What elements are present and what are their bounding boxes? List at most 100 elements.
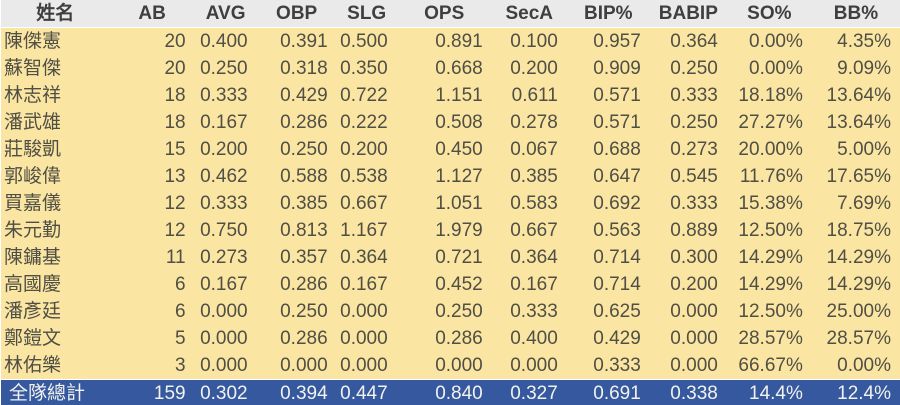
column-header-ab[interactable]: AB	[109, 0, 195, 28]
stat-cell-bip-pct[interactable]: 0.957	[566, 27, 650, 55]
stat-cell-ops[interactable]: 0.286	[396, 325, 492, 352]
stat-cell-so-pct[interactable]: 12.50%	[726, 217, 812, 244]
player-name-cell[interactable]: 陳鏞基	[0, 244, 110, 271]
stat-cell-seca[interactable]: 0.611	[491, 82, 567, 109]
stat-cell-so-pct[interactable]: 20.00%	[726, 136, 812, 163]
total-label-cell[interactable]: 全隊總計	[0, 379, 110, 405]
stat-cell-bb-pct[interactable]: 14.29%	[811, 271, 900, 298]
total-cell-babip[interactable]: 0.338	[649, 379, 727, 405]
stat-cell-ops[interactable]: 0.891	[396, 27, 492, 55]
stat-cell-ab[interactable]: 15	[109, 136, 195, 163]
stat-cell-avg[interactable]: 0.250	[194, 55, 257, 82]
player-name-cell[interactable]: 高國慶	[0, 271, 110, 298]
stat-cell-ops[interactable]: 1.051	[396, 190, 492, 217]
column-header-ops[interactable]: OPS	[396, 0, 492, 28]
stat-cell-ops[interactable]: 1.127	[396, 163, 492, 190]
stat-cell-so-pct[interactable]: 27.27%	[726, 109, 812, 136]
stat-cell-bb-pct[interactable]: 28.57%	[811, 325, 900, 352]
stat-cell-ab[interactable]: 12	[109, 217, 195, 244]
stat-cell-seca[interactable]: 0.067	[491, 136, 567, 163]
stat-cell-bb-pct[interactable]: 17.65%	[811, 163, 900, 190]
stat-cell-ops[interactable]: 1.151	[396, 82, 492, 109]
player-name-cell[interactable]: 林志祥	[0, 82, 110, 109]
stat-cell-ab[interactable]: 6	[109, 298, 195, 325]
stat-cell-ops[interactable]: 0.000	[396, 352, 492, 380]
stat-cell-so-pct[interactable]: 15.38%	[726, 190, 812, 217]
stat-cell-ops[interactable]: 0.250	[396, 298, 492, 325]
stat-cell-bip-pct[interactable]: 0.429	[566, 325, 650, 352]
stat-cell-obp[interactable]: 0.385	[256, 190, 337, 217]
stat-cell-avg[interactable]: 0.750	[194, 217, 257, 244]
stat-cell-obp[interactable]: 0.286	[256, 325, 337, 352]
stat-cell-seca[interactable]: 0.667	[491, 217, 567, 244]
stat-cell-obp[interactable]: 0.813	[256, 217, 337, 244]
stat-cell-ab[interactable]: 5	[109, 325, 195, 352]
stat-cell-babip[interactable]: 0.889	[649, 217, 727, 244]
stat-cell-obp[interactable]: 0.357	[256, 244, 337, 271]
stat-cell-obp[interactable]: 0.000	[256, 352, 337, 380]
player-name-cell[interactable]: 莊駿凱	[0, 136, 110, 163]
stat-cell-slg[interactable]: 0.200	[336, 136, 397, 163]
stat-cell-ops[interactable]: 0.508	[396, 109, 492, 136]
stat-cell-obp[interactable]: 0.588	[256, 163, 337, 190]
stat-cell-seca[interactable]: 0.583	[491, 190, 567, 217]
stat-cell-seca[interactable]: 0.100	[491, 27, 567, 55]
stat-cell-slg[interactable]: 0.000	[336, 352, 397, 380]
stat-cell-ab[interactable]: 13	[109, 163, 195, 190]
total-cell-ab[interactable]: 159	[109, 379, 195, 405]
stat-cell-so-pct[interactable]: 14.29%	[726, 271, 812, 298]
stat-cell-ops[interactable]: 0.452	[396, 271, 492, 298]
column-header-avg[interactable]: AVG	[194, 0, 257, 28]
stat-cell-avg[interactable]: 0.167	[194, 271, 257, 298]
stat-cell-babip[interactable]: 0.200	[649, 271, 727, 298]
total-cell-obp[interactable]: 0.394	[256, 379, 337, 405]
stat-cell-slg[interactable]: 0.364	[336, 244, 397, 271]
player-name-cell[interactable]: 郭峻偉	[0, 163, 110, 190]
stat-cell-obp[interactable]: 0.429	[256, 82, 337, 109]
stat-cell-slg[interactable]: 0.167	[336, 271, 397, 298]
stat-cell-bb-pct[interactable]: 0.00%	[811, 352, 900, 380]
total-cell-slg[interactable]: 0.447	[336, 379, 397, 405]
player-name-cell[interactable]: 陳傑憲	[0, 27, 110, 55]
stat-cell-avg[interactable]: 0.167	[194, 109, 257, 136]
stat-cell-bb-pct[interactable]: 25.00%	[811, 298, 900, 325]
column-header-bb-pct[interactable]: BB%	[811, 0, 900, 28]
stat-cell-bip-pct[interactable]: 0.714	[566, 271, 650, 298]
stat-cell-ops[interactable]: 0.450	[396, 136, 492, 163]
stat-cell-avg[interactable]: 0.273	[194, 244, 257, 271]
stat-cell-avg[interactable]: 0.200	[194, 136, 257, 163]
stat-cell-bb-pct[interactable]: 5.00%	[811, 136, 900, 163]
player-name-cell[interactable]: 鄭鎧文	[0, 325, 110, 352]
stat-cell-seca[interactable]: 0.278	[491, 109, 567, 136]
column-header-name[interactable]: 姓名	[0, 0, 110, 28]
stat-cell-bb-pct[interactable]: 7.69%	[811, 190, 900, 217]
stat-cell-slg[interactable]: 0.350	[336, 55, 397, 82]
stat-cell-obp[interactable]: 0.250	[256, 298, 337, 325]
stat-cell-bip-pct[interactable]: 0.714	[566, 244, 650, 271]
stat-cell-bb-pct[interactable]: 4.35%	[811, 27, 900, 55]
stat-cell-so-pct[interactable]: 66.67%	[726, 352, 812, 380]
stat-cell-avg[interactable]: 0.333	[194, 190, 257, 217]
total-cell-ops[interactable]: 0.840	[396, 379, 492, 405]
stat-cell-seca[interactable]: 0.000	[491, 352, 567, 380]
stat-cell-so-pct[interactable]: 18.18%	[726, 82, 812, 109]
stat-cell-bip-pct[interactable]: 0.692	[566, 190, 650, 217]
stat-cell-ops[interactable]: 1.979	[396, 217, 492, 244]
stat-cell-so-pct[interactable]: 28.57%	[726, 325, 812, 352]
stat-cell-obp[interactable]: 0.391	[256, 27, 337, 55]
stat-cell-obp[interactable]: 0.250	[256, 136, 337, 163]
stat-cell-so-pct[interactable]: 12.50%	[726, 298, 812, 325]
stat-cell-babip[interactable]: 0.300	[649, 244, 727, 271]
stat-cell-slg[interactable]: 0.538	[336, 163, 397, 190]
stat-cell-avg[interactable]: 0.000	[194, 325, 257, 352]
stat-cell-bip-pct[interactable]: 0.688	[566, 136, 650, 163]
stat-cell-seca[interactable]: 0.385	[491, 163, 567, 190]
stat-cell-seca[interactable]: 0.167	[491, 271, 567, 298]
player-name-cell[interactable]: 買嘉儀	[0, 190, 110, 217]
total-cell-bip-pct[interactable]: 0.691	[566, 379, 650, 405]
stat-cell-babip[interactable]: 0.545	[649, 163, 727, 190]
stat-cell-bb-pct[interactable]: 14.29%	[811, 244, 900, 271]
stat-cell-bip-pct[interactable]: 0.909	[566, 55, 650, 82]
stat-cell-bb-pct[interactable]: 13.64%	[811, 82, 900, 109]
stat-cell-ab[interactable]: 18	[109, 109, 195, 136]
